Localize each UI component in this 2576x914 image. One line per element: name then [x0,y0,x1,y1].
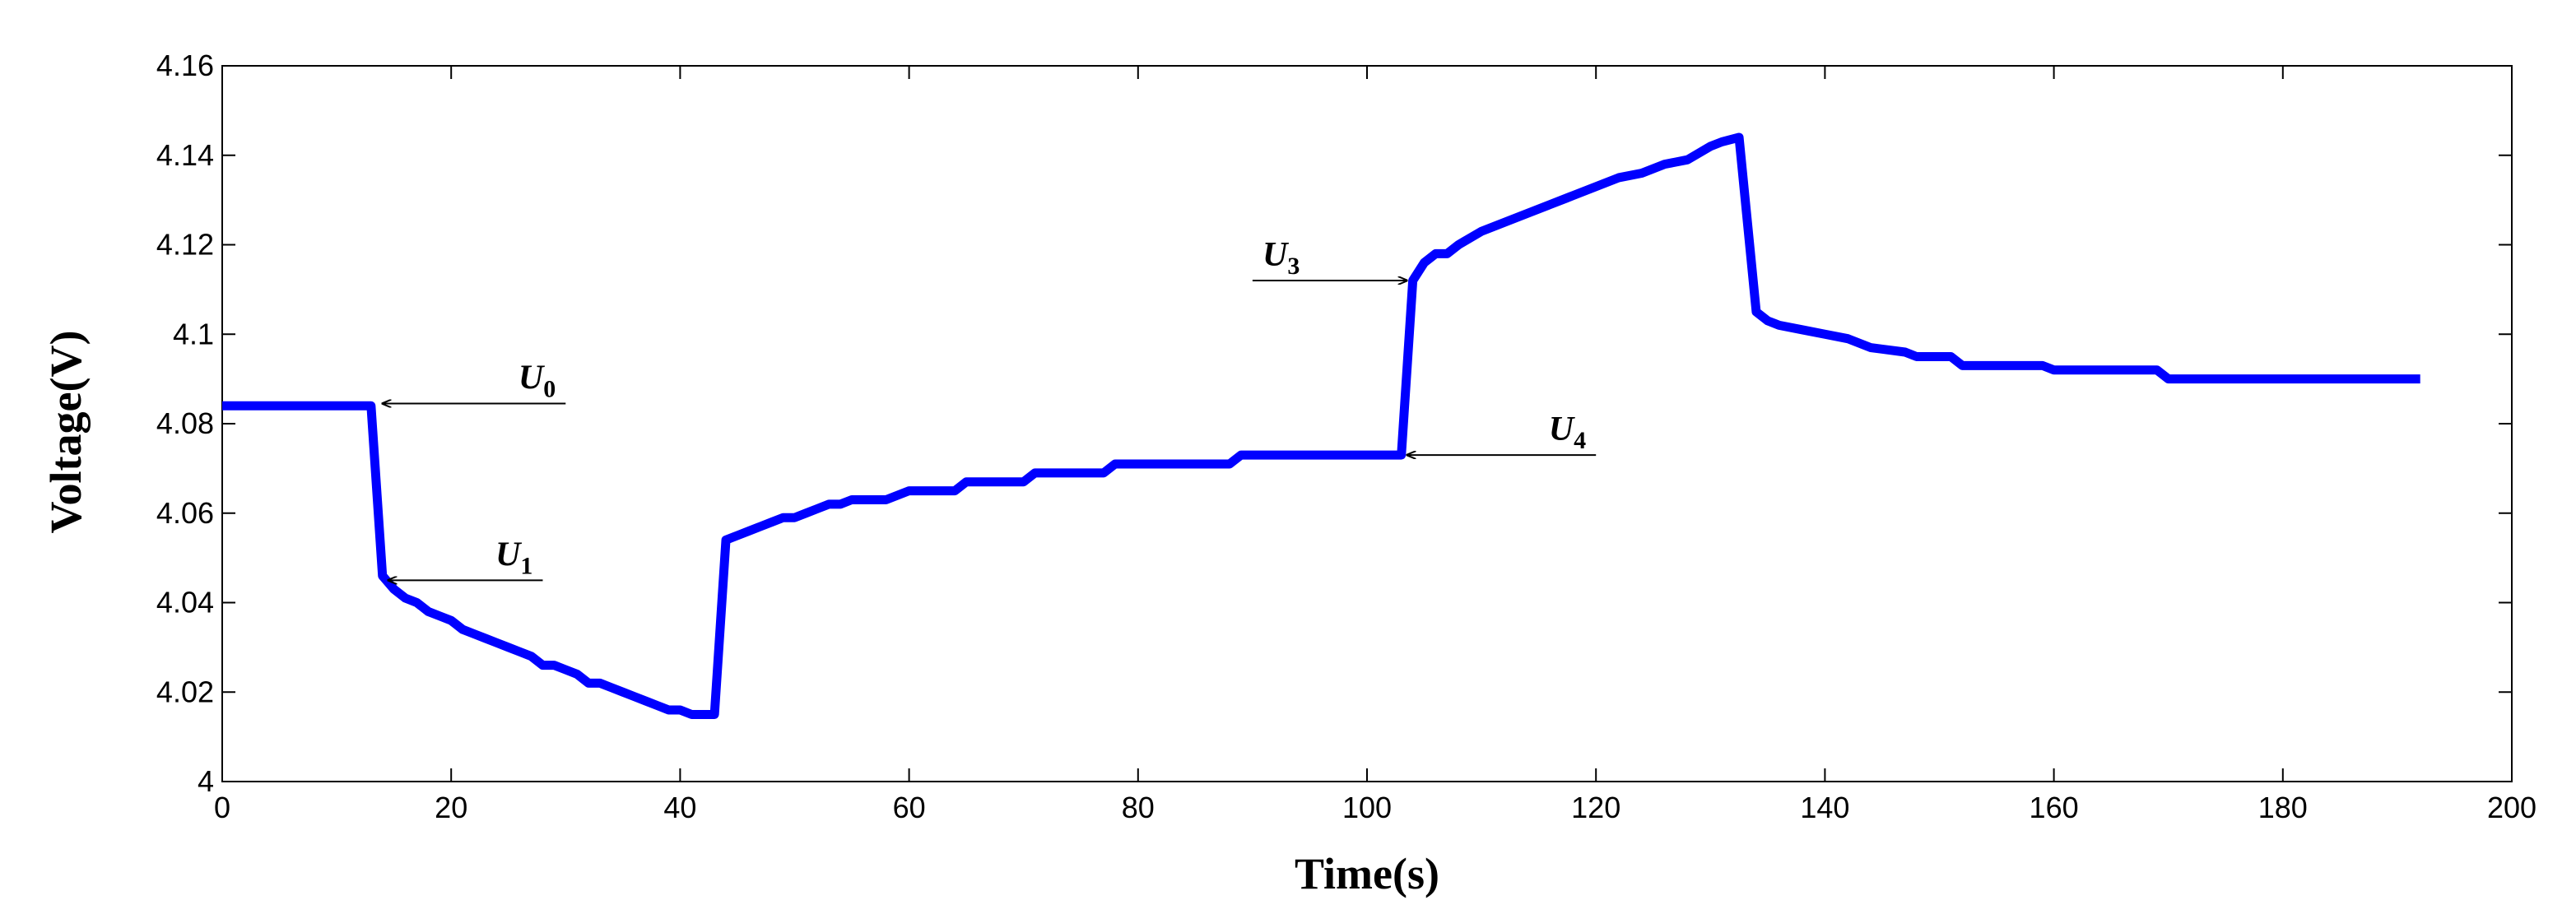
annotation-letter: U [1262,236,1290,274]
y-tick-label: 4.1 [173,317,214,350]
annotation-label: U1 [495,536,532,579]
annotation-letter: U [518,360,546,397]
x-tick-label: 80 [1122,791,1155,824]
annotation-subscript: 0 [543,376,556,403]
x-axis-label: Time(s) [1295,849,1439,898]
annotation-subscript: 3 [1287,253,1300,280]
annotation-label: U0 [518,360,556,403]
annotation-subscript: 1 [520,552,532,579]
y-tick-label: 4.14 [156,138,214,172]
annotation-letter: U [495,536,523,573]
x-tick-label: 200 [2487,791,2536,824]
y-axis-label: Voltage(V) [41,331,91,534]
annotation-letter: U [1549,411,1576,448]
data-line [222,132,2420,719]
y-tick-label: 4.02 [156,675,214,708]
y-tick-label: 4 [198,764,214,798]
x-tick-label: 60 [893,791,926,824]
y-tick-label: 4.08 [156,406,214,440]
y-tick-label: 4.06 [156,496,214,530]
x-tick-label: 180 [2258,791,2308,824]
y-tick-label: 4.16 [156,49,214,82]
annotation-subscript: 4 [1574,427,1586,454]
y-tick-label: 4.12 [156,228,214,262]
x-tick-label: 160 [2030,791,2079,824]
x-tick-label: 140 [1800,791,1849,824]
x-tick-label: 20 [435,791,467,824]
x-tick-label: 0 [214,791,230,824]
annotation-label: U3 [1262,236,1300,280]
x-tick-label: 120 [1571,791,1620,824]
x-tick-label: 100 [1342,791,1392,824]
y-tick-label: 4.04 [156,586,214,619]
x-tick-label: 40 [663,791,696,824]
annotation-label: U4 [1549,411,1586,454]
